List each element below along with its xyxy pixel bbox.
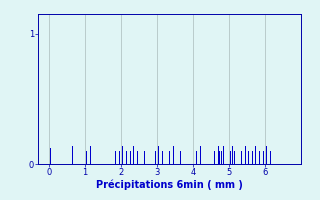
Bar	[90, 146, 91, 164]
Bar	[68, 151, 69, 164]
Bar	[180, 151, 181, 164]
Bar	[72, 146, 73, 164]
Bar	[248, 151, 249, 164]
Bar	[218, 146, 219, 164]
Bar	[130, 151, 131, 164]
Bar	[173, 146, 174, 164]
Bar	[169, 151, 170, 164]
Bar	[255, 146, 256, 164]
Bar	[252, 151, 253, 164]
Bar	[241, 151, 242, 164]
Bar	[214, 151, 215, 164]
Bar	[86, 151, 87, 164]
X-axis label: Précipitations 6min ( mm ): Précipitations 6min ( mm )	[96, 180, 243, 190]
Bar	[270, 151, 271, 164]
Bar	[230, 151, 231, 164]
Bar	[259, 151, 260, 164]
Bar	[50, 148, 51, 164]
Bar	[266, 146, 267, 164]
Bar	[221, 151, 222, 164]
Bar	[155, 151, 156, 164]
Bar	[144, 151, 145, 164]
Bar	[133, 146, 134, 164]
Bar	[158, 146, 159, 164]
Bar	[137, 151, 138, 164]
Bar	[232, 146, 233, 164]
Bar	[196, 151, 197, 164]
Bar	[234, 151, 235, 164]
Bar	[115, 151, 116, 164]
Bar	[223, 146, 224, 164]
Bar	[200, 146, 201, 164]
Bar	[126, 151, 127, 164]
Bar	[244, 146, 245, 164]
Bar	[162, 151, 163, 164]
Bar	[119, 151, 120, 164]
